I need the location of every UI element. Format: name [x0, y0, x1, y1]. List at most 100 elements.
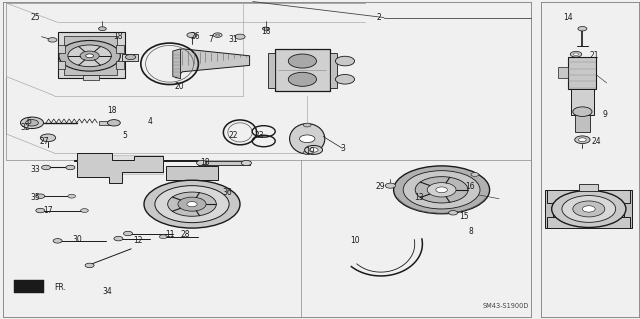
- Text: 18: 18: [200, 158, 209, 167]
- Polygon shape: [58, 32, 125, 78]
- Text: 22: 22: [229, 131, 238, 140]
- Circle shape: [68, 45, 111, 67]
- Polygon shape: [74, 153, 198, 183]
- Bar: [571, 89, 594, 115]
- Circle shape: [303, 151, 311, 154]
- Circle shape: [305, 145, 323, 154]
- Circle shape: [335, 75, 355, 84]
- Circle shape: [159, 235, 167, 239]
- Bar: [624, 190, 632, 228]
- Circle shape: [262, 27, 269, 30]
- Circle shape: [59, 41, 120, 71]
- Text: FR.: FR.: [54, 283, 67, 292]
- Circle shape: [187, 33, 197, 38]
- Circle shape: [235, 34, 245, 39]
- Circle shape: [66, 165, 75, 170]
- Circle shape: [144, 180, 240, 228]
- Circle shape: [449, 211, 458, 215]
- Circle shape: [125, 55, 136, 60]
- Text: 17: 17: [43, 206, 53, 215]
- Bar: [58, 45, 65, 53]
- Text: 12: 12: [133, 236, 142, 245]
- Bar: [198, 161, 250, 165]
- Circle shape: [213, 33, 222, 37]
- Text: 28: 28: [181, 230, 190, 239]
- Circle shape: [86, 54, 93, 58]
- Bar: [575, 115, 590, 132]
- Polygon shape: [173, 49, 180, 79]
- Text: 13: 13: [414, 193, 424, 202]
- Circle shape: [216, 34, 220, 36]
- Circle shape: [552, 190, 626, 227]
- Text: 11: 11: [165, 230, 174, 239]
- Text: 4: 4: [148, 117, 153, 126]
- Circle shape: [403, 171, 480, 209]
- Circle shape: [187, 202, 197, 207]
- Circle shape: [36, 194, 45, 198]
- Text: 8: 8: [468, 227, 473, 236]
- Circle shape: [385, 183, 396, 188]
- Circle shape: [436, 187, 447, 193]
- Circle shape: [85, 263, 94, 268]
- Polygon shape: [558, 67, 568, 78]
- Text: 14: 14: [563, 13, 573, 22]
- Circle shape: [573, 107, 592, 116]
- Text: 25: 25: [30, 13, 40, 22]
- Text: 18: 18: [108, 106, 116, 115]
- Polygon shape: [64, 36, 117, 75]
- Ellipse shape: [289, 123, 325, 154]
- Circle shape: [81, 209, 88, 212]
- Circle shape: [48, 38, 57, 42]
- Circle shape: [155, 186, 229, 223]
- Text: 31: 31: [228, 35, 239, 44]
- Circle shape: [124, 231, 132, 236]
- Circle shape: [573, 53, 579, 56]
- Circle shape: [573, 201, 605, 217]
- Bar: [58, 61, 65, 69]
- Circle shape: [26, 120, 38, 126]
- Circle shape: [20, 117, 44, 129]
- Bar: [116, 45, 124, 53]
- Circle shape: [570, 51, 582, 57]
- Bar: [568, 57, 596, 89]
- Bar: [579, 184, 598, 191]
- Bar: [545, 190, 553, 228]
- Circle shape: [582, 206, 595, 212]
- Text: 18: 18: [114, 32, 123, 41]
- Text: 15: 15: [459, 212, 469, 221]
- Circle shape: [36, 208, 45, 213]
- Circle shape: [309, 148, 318, 152]
- Text: 33: 33: [30, 165, 40, 174]
- Circle shape: [241, 160, 252, 166]
- Text: 24: 24: [591, 137, 602, 146]
- Bar: [268, 53, 275, 88]
- Bar: [122, 54, 138, 61]
- Circle shape: [53, 239, 62, 243]
- Circle shape: [471, 173, 479, 176]
- Text: 34: 34: [102, 287, 113, 296]
- Circle shape: [288, 72, 316, 86]
- Text: 35: 35: [30, 193, 40, 202]
- Polygon shape: [166, 166, 218, 180]
- Bar: [330, 53, 337, 88]
- Bar: [116, 61, 124, 69]
- Polygon shape: [547, 217, 630, 228]
- Circle shape: [335, 56, 355, 66]
- Circle shape: [579, 138, 586, 142]
- Text: 16: 16: [465, 182, 476, 191]
- Text: 18: 18: [261, 27, 270, 36]
- Text: 27: 27: [40, 137, 50, 146]
- Circle shape: [394, 166, 490, 214]
- Circle shape: [562, 196, 616, 222]
- Text: 6: 6: [26, 117, 31, 126]
- Circle shape: [415, 177, 468, 203]
- Circle shape: [578, 26, 587, 31]
- Text: 5: 5: [122, 131, 127, 140]
- Circle shape: [114, 236, 123, 241]
- Polygon shape: [14, 280, 44, 293]
- Text: 20: 20: [174, 82, 184, 91]
- Text: 21: 21: [589, 51, 598, 60]
- Text: 3: 3: [340, 144, 345, 153]
- Circle shape: [80, 51, 99, 61]
- Bar: [83, 75, 99, 80]
